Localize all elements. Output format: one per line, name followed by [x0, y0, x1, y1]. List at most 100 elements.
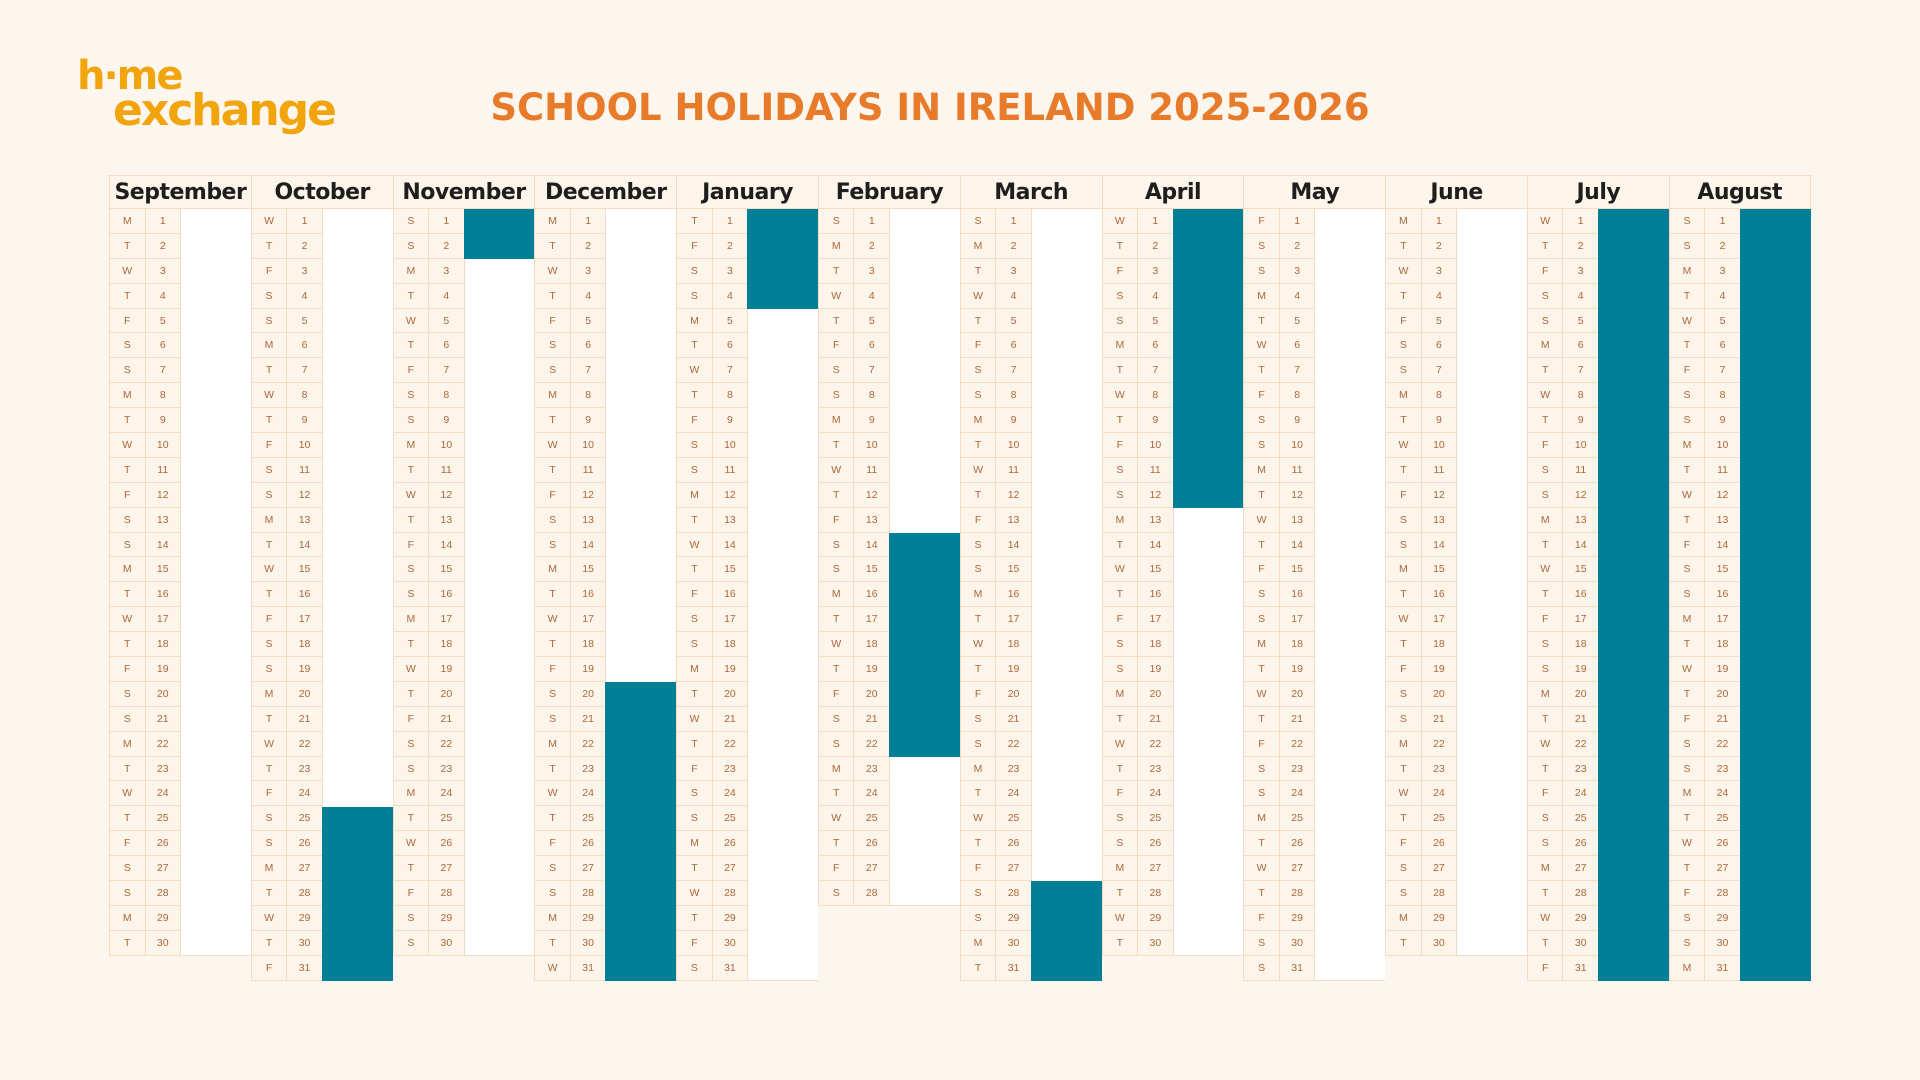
- day-number: 3: [428, 258, 464, 284]
- day-row: S 20: [1385, 681, 1457, 707]
- month-column: December M 1 T 2 W 3 T 4 F 5 S 6 S 7 M 8 T 9 W 10 T 11 F 12 S 13 S 1…: [534, 175, 677, 981]
- day-row: F 19: [109, 657, 180, 682]
- day-number: 24: [286, 781, 322, 807]
- weekday-letter: S: [1385, 507, 1421, 533]
- day-row: F 26: [1385, 831, 1457, 857]
- day-row: T 12: [817, 482, 889, 508]
- day-number: 7: [286, 358, 322, 384]
- weekday-letter: T: [534, 582, 570, 608]
- weekday-letter: F: [109, 308, 145, 334]
- weekday-letter: W: [959, 806, 996, 832]
- day-number: 2: [853, 233, 889, 259]
- day-number: 6: [995, 333, 1031, 359]
- weekday-letter: T: [959, 657, 996, 682]
- day-row: W 20: [1243, 681, 1315, 707]
- day-number: 28: [853, 881, 889, 906]
- day-row: S 10: [1243, 433, 1315, 458]
- weekday-letter: F: [959, 333, 996, 359]
- day-row: S 17: [676, 607, 748, 633]
- day-number: 15: [995, 557, 1031, 583]
- weekday-letter: S: [1526, 806, 1563, 832]
- day-number: 26: [1420, 831, 1457, 857]
- day-number: 5: [1137, 308, 1173, 334]
- day-number: 9: [428, 408, 464, 434]
- day-number: 28: [1562, 881, 1598, 906]
- weekday-letter: S: [1101, 831, 1138, 857]
- weekday-letter: S: [534, 706, 570, 732]
- weekday-letter: W: [1385, 258, 1421, 284]
- day-row: S 25: [676, 806, 748, 832]
- month-header: April: [1101, 175, 1244, 209]
- day-number: 2: [428, 233, 464, 259]
- day-number: 19: [1704, 657, 1740, 682]
- weekday-letter: W: [1526, 905, 1563, 931]
- day-number: 28: [1137, 881, 1173, 906]
- day-number: 23: [1704, 756, 1740, 782]
- day-number: 1: [711, 209, 748, 234]
- day-row: M 15: [534, 557, 606, 583]
- weekday-letter: T: [817, 657, 854, 682]
- day-number: 29: [1420, 905, 1457, 931]
- day-row: S 28: [534, 881, 606, 906]
- weekday-letter: S: [676, 781, 712, 807]
- day-number: 13: [1420, 507, 1457, 533]
- day-row: W 29: [250, 905, 322, 931]
- day-row: S 31: [1243, 955, 1315, 981]
- weekday-letter: M: [1526, 681, 1563, 707]
- day-row: S 21: [1385, 706, 1457, 732]
- day-number: 31: [569, 955, 606, 981]
- day-number: 11: [1137, 457, 1173, 483]
- weekday-letter: T: [534, 930, 570, 956]
- day-row: F 17: [1101, 607, 1173, 633]
- day-number: 8: [1562, 383, 1598, 409]
- weekday-letter: T: [1243, 308, 1279, 334]
- day-number: 20: [144, 681, 180, 707]
- day-number: 22: [1704, 731, 1740, 757]
- day-number: 23: [428, 756, 464, 782]
- day-row: F 23: [676, 756, 748, 782]
- holiday-bar: [321, 806, 393, 981]
- day-number: 8: [144, 383, 180, 409]
- weekday-letter: M: [676, 308, 712, 334]
- weekday-letter: T: [392, 681, 429, 707]
- day-number: 23: [1420, 756, 1457, 782]
- weekday-letter: M: [1385, 557, 1421, 583]
- day-number: 24: [569, 781, 606, 807]
- day-row: W 15: [1101, 557, 1173, 583]
- weekday-letter: T: [1101, 233, 1138, 259]
- weekday-letter: T: [959, 258, 996, 284]
- day-row: F 21: [392, 706, 464, 732]
- weekday-letter: T: [1385, 806, 1421, 832]
- day-number: 14: [1137, 532, 1173, 558]
- weekday-letter: M: [534, 209, 570, 234]
- weekday-letter: S: [1243, 607, 1279, 633]
- day-row: T 12: [1243, 482, 1315, 508]
- day-row: M 30: [959, 930, 1031, 956]
- weekday-letter: S: [392, 557, 429, 583]
- day-number: 5: [711, 308, 748, 334]
- weekday-letter: F: [959, 507, 996, 533]
- day-number: 20: [1420, 681, 1457, 707]
- weekday-letter: S: [1385, 681, 1421, 707]
- month-header: December: [534, 175, 677, 209]
- day-row: T 19: [959, 657, 1031, 682]
- day-number: 10: [1704, 433, 1740, 458]
- weekday-letter: S: [676, 806, 712, 832]
- month-header: January: [676, 175, 818, 209]
- day-row: W 19: [392, 657, 464, 682]
- day-number: 8: [711, 383, 748, 409]
- day-row: T 27: [676, 856, 748, 882]
- day-number: 20: [428, 681, 464, 707]
- weekday-letter: M: [817, 233, 854, 259]
- school-day-area: [1030, 209, 1102, 981]
- weekday-letter: T: [250, 881, 287, 906]
